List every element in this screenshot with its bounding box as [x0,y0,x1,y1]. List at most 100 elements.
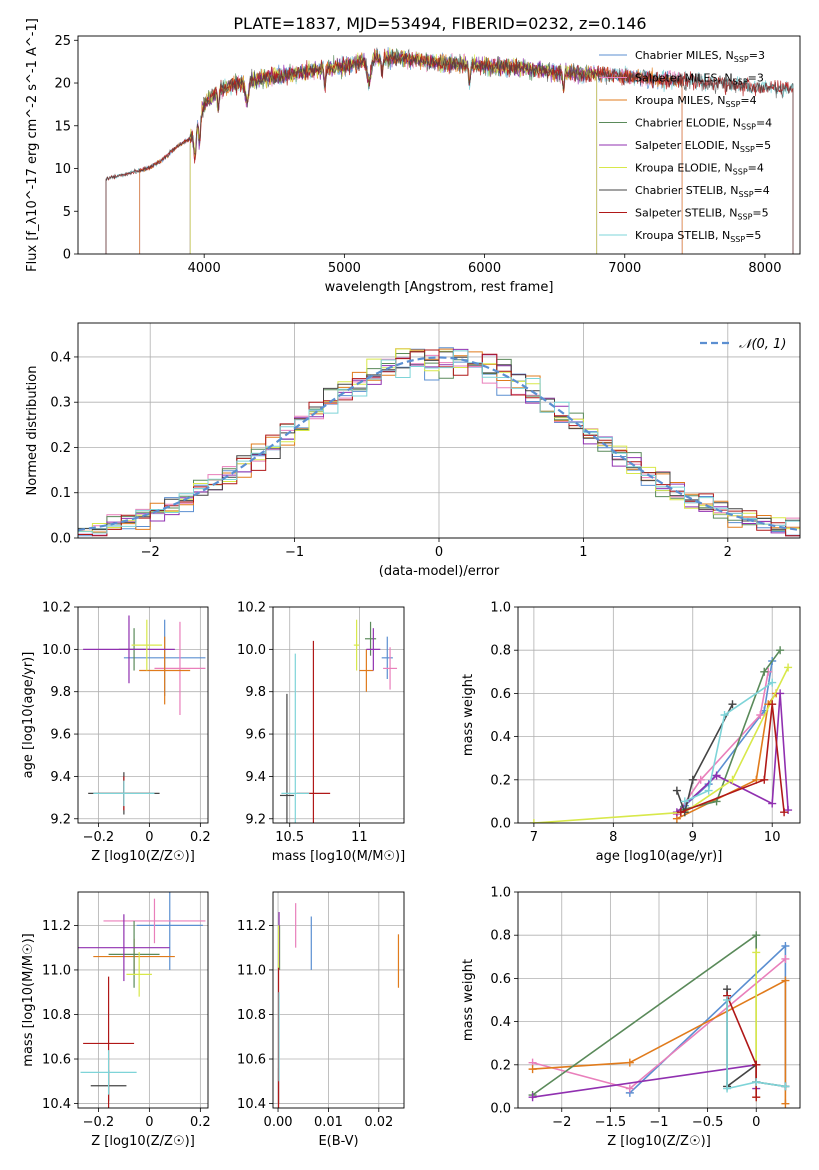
mass_vs_ebv-ytick-label: 10.6 [237,1053,266,1068]
mass_vs_ebv-axes-frame [272,891,405,1109]
weight_vs_Z-marker-kroupa-miles [781,1099,790,1108]
spectrum-ytick-label: 0 [63,248,71,263]
mass_vs_Z-ytick-label: 11.2 [42,919,71,934]
age_vs_Z-ytick-label: 9.6 [50,728,71,743]
weight_vs_Z-plot-area [528,931,790,1108]
weight_vs_age-ytick-label: 0.6 [490,687,511,702]
figure-title: PLATE=1837, MJD=53494, FIBERID=0232, z=0… [233,14,646,33]
spectrum-line-chabrier-stelib [105,47,794,254]
weight_vs_Z-marker-kroupa-elodie [752,948,761,957]
residuals-ytick-label: 0.1 [50,486,71,501]
mass_vs_Z-point-chabrier-elodie [108,920,160,988]
age_vs_mass-ytick-label: 10.0 [237,643,266,658]
residuals-xtick-label: 0 [435,545,443,560]
residuals-legend-label: 𝒩(0, 1) [739,337,786,352]
mass_vs_ebv-ytick-label: 11.0 [237,963,266,978]
weight_vs_Z-marker-kroupa-stelib [723,1084,732,1093]
weight_vs_Z-marker-salpeter-miles [781,954,790,963]
weight_vs_Z-marker-salpeter-stelib [752,1093,761,1102]
residuals-ytick-label: 0.3 [50,396,71,411]
weight_vs_Z-marker-kroupa-stelib [723,996,732,1004]
weight_vs_Z-marker-salpeter-miles [625,1084,634,1093]
age_vs_mass-point-chabrier-elodie [364,621,377,656]
legend-label-salpeter-stelib: Salpeter STELIB, NSSP=5 [635,207,769,222]
age_vs_Z-point-salpeter-elodie [83,615,175,684]
legend-label-chabrier-miles: Chabrier MILES, NSSP=3 [635,49,765,64]
weight_vs_Z-ylabel: mass weight [461,959,476,1041]
residuals-ylabel: Normed distribution [25,366,40,496]
weight_vs_age-marker-salpeter-miles [756,711,765,719]
weight_vs_age-xtick-label: 10 [764,830,781,845]
weight_vs_age-marker-kroupa-stelib [720,711,729,719]
mass_vs_Z-gridlines [78,892,208,1108]
weight_vs_age-marker-chabrier-stelib [688,775,697,784]
weight-vs-age-panel: 7 8 9 10 0.0 0.2 0.4 0.6 0.8 1.0 age [log10(age/yr… [461,601,801,864]
age_vs_Z-ytick-label: 9.2 [50,812,71,827]
residuals-axes-frame [77,322,801,539]
age_vs_Z-axes-frame [77,606,209,824]
mass_vs_Z-plot-area [78,892,206,1108]
residuals-plot-area [78,347,800,537]
normal-curve [78,356,800,532]
weight_vs_Z-series-chabrier-elodie [532,933,757,1096]
weight_vs_Z-series-salpeter-elodie [532,1063,757,1098]
age_vs_Z-point-kroupa-miles [139,636,191,705]
weight_vs_age-marker-kroupa-stelib [768,678,777,687]
age_vs_mass-axes-frame [272,606,405,824]
legend-label-salpeter-miles: Salpeter MILES, NSSP=3 [635,72,764,87]
mass_vs_ebv-plot-area [277,903,400,1108]
legend-label-chabrier-elodie: Chabrier ELODIE, NSSP=4 [635,117,772,132]
spectrum-ylabel: Flux [f_λ10^-17 erg cm^-2 s^-1 A^-1] [25,18,40,272]
age_vs_Z-xlabel: Z [log10(Z/Z☉)] [91,849,195,864]
spectrum-ytick-label: 5 [63,205,71,220]
age_vs_mass-point-kroupa-elodie [353,619,360,671]
weight_vs_Z-xtick-label: 0 [752,1115,760,1130]
weight_vs_age-ytick-label: 0.8 [490,644,511,659]
residuals-ytick-label: 0.4 [50,350,71,365]
weight_vs_age-marker-salpeter-miles [696,775,705,784]
weight_vs_age-marker-chabrier-elodie [776,646,785,655]
weight_vs_Z-marker-kroupa-stelib [752,1078,761,1087]
mass_vs_Z-ytick-label: 10.4 [42,1097,71,1112]
age_vs_mass-point-chabrier-miles [381,636,393,679]
age_vs_Z-xtick-label: 0 [145,830,153,845]
age_vs_mass-ytick-label: 9.6 [245,728,266,743]
mass_vs_Z-ylabel: mass [log10(M/M☉)] [21,933,36,1066]
spectrum-panel: 4000 5000 6000 7000 8000 0 5 10 15 20 25 wavelength… [25,18,801,295]
mass_vs_Z-xtick-label: 0 [145,1115,153,1130]
spectrum-ytick-label: 15 [54,119,71,134]
weight_vs_Z-marker-chabrier-miles [781,942,790,950]
weight_vs_age-series-kroupa-stelib [684,681,773,803]
weight_vs_Z-marker-kroupa-stelib [781,1082,790,1091]
spectrum-xtick-label: 7000 [608,261,641,276]
weight_vs_age-marker-chabrier-elodie [760,667,769,676]
weight_vs_age-series-kroupa-elodie [533,667,789,823]
mass_vs_ebv-ytick-label: 10.4 [237,1097,266,1112]
weight_vs_Z-series-kroupa-miles [532,979,787,1104]
age_vs_mass-point-kroupa-stelib [281,653,310,823]
weight_vs_age-marker-kroupa-stelib [704,786,713,795]
spectrum-ytick-label: 25 [54,34,71,49]
mass_vs_Z-axes-frame [77,891,209,1109]
age_vs_mass-gridlines [273,606,404,823]
age_vs_Z-ytick-label: 9.8 [50,685,71,700]
weight_vs_Z-series-salpeter-stelib [726,995,757,1098]
weight_vs_age-axes-frame [517,606,801,824]
age_vs_Z-ytick-label: 9.4 [50,770,71,785]
age_vs_mass-xtick-label: 10.5 [275,830,304,845]
age_vs_Z-point-kroupa-elodie [131,619,163,671]
age_vs_mass-xlabel: mass [log10(M/M☉)] [272,849,405,864]
residuals-xtick-label: 1 [579,545,587,560]
residuals-xtick-label: −1 [285,545,304,560]
weight_vs_Z-xtick-label: −0.5 [692,1115,724,1130]
age_vs_mass-point-salpeter-miles [383,647,398,690]
mass-vs-ebv-panel: 0.00 0.01 0.02 10.4 10.6 10.8 11.0 11.2 E(B-V) [237,891,405,1149]
spectrum-ytick-label: 10 [54,162,71,177]
weight_vs_Z-marker-salpeter-stelib [752,1060,761,1069]
age-vs-Z-panel: −0.2 0 0.2 9.2 9.4 9.6 9.8 10.0 10.2 Z [log10(Z/Z… [21,601,211,865]
residuals-ytick-label: 0.2 [50,441,71,456]
weight_vs_Z-series-kroupa-stelib [726,1000,786,1090]
weight_vs_Z-marker-kroupa-miles [528,1065,537,1074]
spectrum-xtick-label: 5000 [328,261,361,276]
